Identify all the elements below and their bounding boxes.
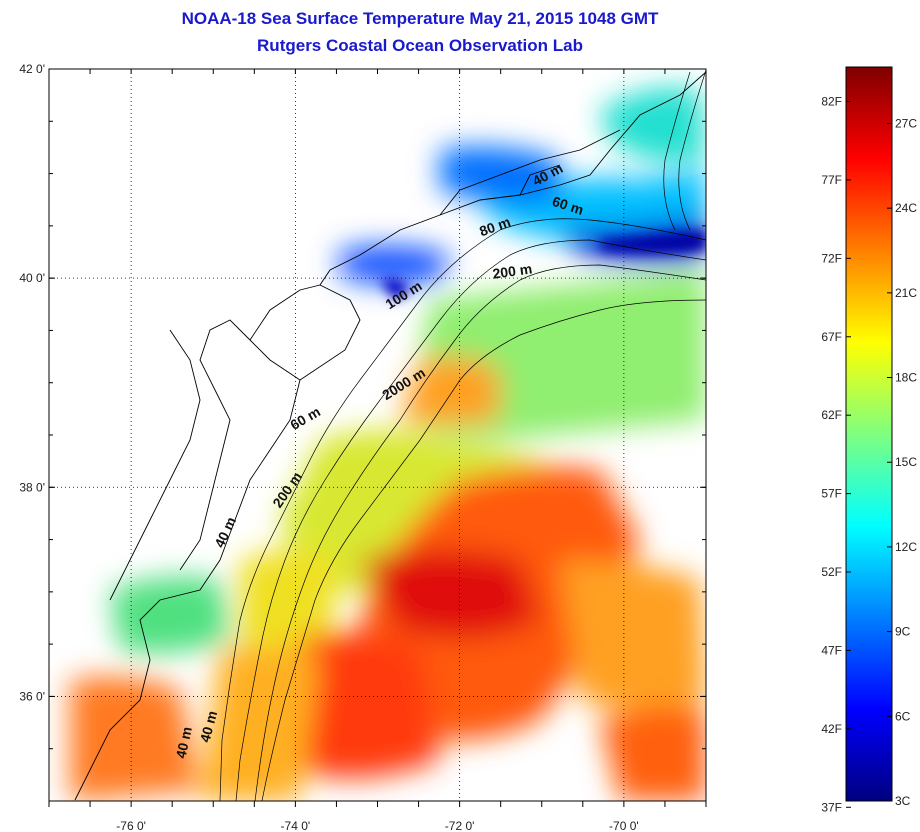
isobath-label: 40 m <box>197 709 221 744</box>
axis-ticks <box>48 68 707 807</box>
colorbar-f-label: 72F <box>821 251 842 265</box>
map-subtitle: Rutgers Coastal Ocean Observation Lab <box>257 36 583 55</box>
lon-tick-label: -72 0' <box>445 819 475 832</box>
lon-tick-label: -70 0' <box>609 819 639 832</box>
colorbar-c-label: 9C <box>895 625 911 639</box>
isobaths <box>219 69 706 801</box>
lon-tick-label: -76 0' <box>116 819 146 832</box>
coastline <box>74 71 706 801</box>
lon-tick-label: -74 0' <box>281 819 311 832</box>
colorbar-c-label: 18C <box>895 371 917 385</box>
colorbar-c-label: 3C <box>895 794 911 808</box>
lat-tick-label: 36 0' <box>19 689 45 703</box>
isobath-label: 200 m <box>492 260 534 281</box>
latitude-labels: 42 0' 40 0' 38 0' 36 0' <box>19 62 45 703</box>
lat-tick-label: 40 0' <box>19 271 45 285</box>
colorbar <box>845 66 893 802</box>
colorbar-c-label: 24C <box>895 201 917 215</box>
colorbar-c-label: 6C <box>895 709 911 723</box>
colorbar-f-label: 42F <box>821 722 842 736</box>
lat-tick-label: 38 0' <box>19 480 45 494</box>
colorbar-c-label: 21C <box>895 286 917 300</box>
longitude-labels: -76 0' -74 0' -72 0' -70 0' <box>116 819 638 832</box>
colorbar-f-label: 77F <box>821 173 842 187</box>
isobath-label: 40 m <box>173 725 195 760</box>
colorbar-fahrenheit-labels: 82F 77F 72F 67F 62F 57F 52F 47F 42F 37F <box>821 95 842 815</box>
colorbar-c-label: 15C <box>895 455 917 469</box>
colorbar-f-label: 52F <box>821 565 842 579</box>
colorbar-f-label: 67F <box>821 330 842 344</box>
sst-imagery <box>70 87 706 801</box>
colorbar-c-label: 12C <box>895 540 917 554</box>
colorbar-f-label: 62F <box>821 408 842 422</box>
map-title: NOAA-18 Sea Surface Temperature May 21, … <box>181 9 659 28</box>
colorbar-f-label: 57F <box>821 487 842 501</box>
lat-tick-label: 42 0' <box>19 62 45 76</box>
colorbar-celsius-labels: 27C 24C 21C 18C 15C 12C 9C 6C 3C <box>895 116 917 808</box>
colorbar-f-label: 82F <box>821 95 842 109</box>
colorbar-f-label: 47F <box>821 643 842 657</box>
colorbar-ticks <box>846 101 892 808</box>
colorbar-f-label: 37F <box>821 800 842 814</box>
colorbar-c-label: 27C <box>895 116 917 130</box>
